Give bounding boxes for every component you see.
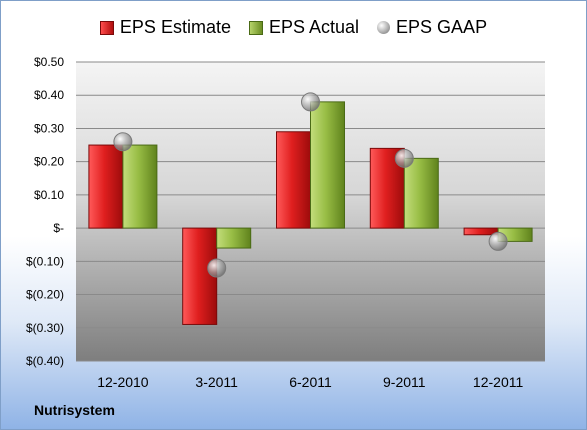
x-tick-label: 12-2011	[473, 374, 524, 390]
estimate-bar	[182, 227, 218, 325]
legend-swatch-actual	[248, 20, 263, 35]
actual-bar	[216, 227, 252, 249]
legend-item-gaap: EPS GAAP	[377, 17, 487, 38]
y-tick-label: $0.50	[34, 55, 64, 69]
y-tick-label: $(0.30)	[26, 321, 64, 335]
y-tick-label: $(0.20)	[26, 288, 64, 302]
x-tick-label: 6-2011	[289, 374, 332, 390]
estimate-bar	[276, 131, 311, 229]
gaap-marker	[488, 231, 508, 251]
y-tick-label: $-	[53, 221, 64, 235]
actual-bar	[122, 144, 158, 229]
y-tick-label: $0.40	[34, 88, 64, 102]
estimate-bar	[369, 147, 405, 229]
legend-label-estimate: EPS Estimate	[119, 17, 231, 37]
gaap-marker	[207, 258, 227, 278]
gaap-marker	[113, 132, 133, 152]
y-tick-label: $(0.10)	[26, 254, 64, 268]
legend-swatch-gaap	[377, 21, 391, 34]
legend-swatch-estimate	[99, 20, 114, 35]
company-name: Nutrisystem	[34, 402, 115, 418]
estimate-bar	[88, 144, 124, 229]
gaap-marker	[394, 148, 414, 168]
actual-bar	[310, 101, 345, 229]
legend-label-actual: EPS Actual	[268, 17, 360, 37]
x-tick-label: 12-2010	[97, 374, 149, 390]
gaap-marker	[301, 92, 320, 112]
legend-item-estimate: EPS Estimate	[99, 17, 231, 38]
legend-item-actual: EPS Actual	[248, 17, 360, 38]
legend-label-gaap: EPS GAAP	[396, 17, 488, 37]
y-tick-label: $0.30	[34, 121, 64, 135]
x-tick-label: 9-2011	[383, 374, 426, 390]
legend: EPS Estimate EPS Actual EPS GAAP	[1, 17, 586, 38]
y-tick-label: $(0.40)	[26, 354, 64, 368]
y-tick-label: $0.20	[34, 155, 64, 169]
actual-bar	[403, 157, 439, 229]
y-tick-label: $0.10	[34, 188, 64, 202]
x-tick-label: 3-2011	[195, 374, 238, 390]
